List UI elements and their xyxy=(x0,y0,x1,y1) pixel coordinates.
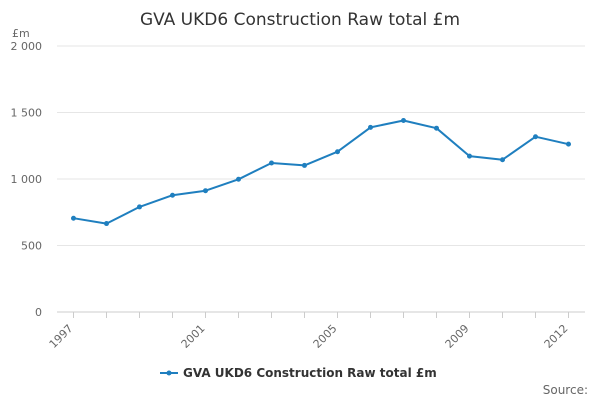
data-point-2003[interactable] xyxy=(269,160,274,166)
series-group xyxy=(71,117,571,227)
legend[interactable]: GVA UKD6 Construction Raw total £m xyxy=(160,366,437,380)
data-point-1997[interactable] xyxy=(71,215,76,221)
data-point-2011[interactable] xyxy=(533,134,538,140)
data-point-2001[interactable] xyxy=(203,188,208,194)
y-tick-label-1000: 1 000 xyxy=(11,173,43,186)
source-label: Source: xyxy=(543,383,588,397)
data-point-2010[interactable] xyxy=(500,157,505,163)
data-point-2007[interactable] xyxy=(401,117,406,123)
y-tick-label-2000: 2 000 xyxy=(11,40,43,53)
chart-title: GVA UKD6 Construction Raw total £m xyxy=(140,10,460,30)
data-point-2002[interactable] xyxy=(236,176,241,182)
data-point-1999[interactable] xyxy=(137,204,142,210)
y-tick-label-500: 500 xyxy=(21,240,42,253)
x-axis: 1997 2001 2005 2009 2012 xyxy=(47,312,571,351)
y-axis-unit-label: £m xyxy=(12,27,30,40)
data-point-2004[interactable] xyxy=(302,162,307,168)
x-tick-label-2012: 2012 xyxy=(542,322,571,351)
data-point-2008[interactable] xyxy=(434,125,439,131)
data-point-2006[interactable] xyxy=(368,124,373,130)
data-point-1998[interactable] xyxy=(104,221,109,227)
x-tick-label-2005: 2005 xyxy=(311,322,340,351)
grid-lines xyxy=(57,45,585,313)
y-axis-ticks: 0 500 1 000 1 500 2 000 xyxy=(11,40,43,319)
x-tick-label-2009: 2009 xyxy=(443,322,472,351)
y-tick-label-0: 0 xyxy=(35,306,42,319)
data-point-2000[interactable] xyxy=(170,192,175,198)
x-tick-label-1997: 1997 xyxy=(47,322,76,351)
legend-label: GVA UKD6 Construction Raw total £m xyxy=(183,366,437,380)
y-tick-label-1500: 1 500 xyxy=(11,107,43,120)
series-line xyxy=(73,119,569,225)
legend-marker xyxy=(166,370,172,376)
data-point-2012[interactable] xyxy=(566,141,571,147)
data-point-2009[interactable] xyxy=(467,153,472,159)
data-point-2005[interactable] xyxy=(335,149,340,155)
x-tick-label-2001: 2001 xyxy=(179,322,208,351)
